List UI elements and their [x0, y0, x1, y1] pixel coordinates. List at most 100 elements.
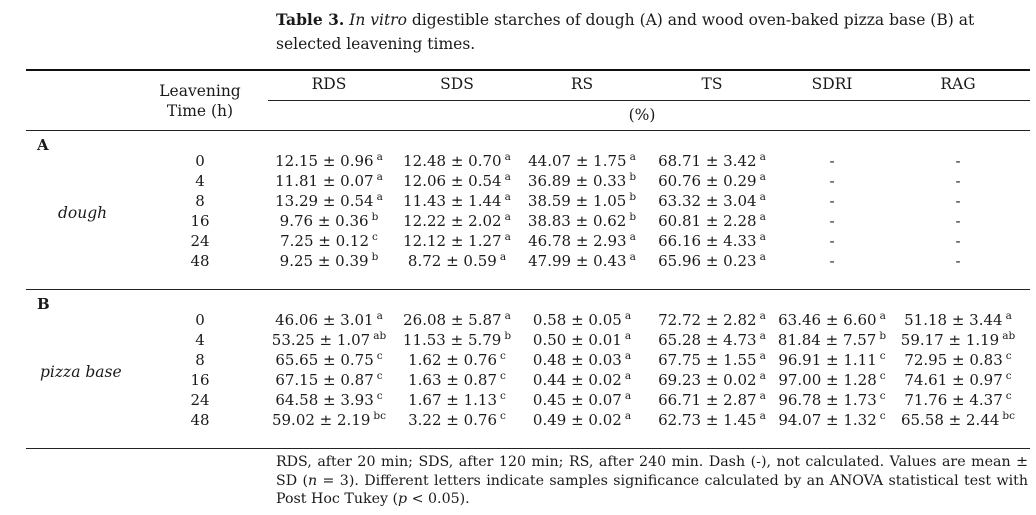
- group-label: pizza base: [40, 363, 122, 381]
- cell-value: 36.89 ± 0.33: [527, 172, 627, 190]
- significance-letter: c: [879, 370, 886, 382]
- cell-value: 96.78 ± 1.73: [778, 391, 877, 409]
- bottom-rule: [26, 448, 1030, 449]
- cell-value: 65.96 ± 0.23: [658, 252, 757, 270]
- table-cell: 13.29 ± 0.54 a: [265, 192, 393, 210]
- top-rule: [26, 69, 1030, 71]
- cell-value: 67.75 ± 1.55: [658, 351, 757, 369]
- table-cell: 0.44 ± 0.02 a: [518, 371, 646, 389]
- significance-letter: b: [371, 251, 379, 263]
- table-cell: 12.06 ± 0.54 a: [393, 172, 521, 190]
- significance-letter: c: [376, 390, 383, 402]
- leavening-time-cell: 24: [190, 391, 210, 409]
- significance-letter: c: [500, 410, 506, 422]
- unit-label: (%): [628, 106, 656, 124]
- cell-value: 59.02 ± 2.19: [271, 411, 371, 429]
- table-cell: 12.15 ± 0.96 a: [265, 152, 393, 170]
- leavening-time-cell: 8: [195, 192, 205, 210]
- significance-letter: a: [624, 350, 632, 362]
- table-cell: 9.76 ± 0.36 b: [265, 212, 393, 230]
- cell-value: -: [955, 232, 961, 250]
- table-cell: 1.62 ± 0.76 c: [393, 351, 521, 369]
- cell-value: 0.45 ± 0.07: [532, 391, 622, 409]
- footnote-line1-end: = 3).: [317, 472, 359, 489]
- table-cell: 65.58 ± 2.44 bc: [894, 411, 1022, 429]
- cell-value: -: [955, 192, 961, 210]
- table-cell: 11.53 ± 5.79 b: [393, 331, 521, 349]
- column-header-rs: RS: [570, 75, 594, 93]
- footnote-line2: Different letters indicate samples signi…: [276, 472, 1029, 508]
- cell-value: 1.63 ± 0.87: [408, 371, 497, 389]
- section-divider-rule: [26, 289, 1030, 290]
- leavening-time-cell: 48: [190, 252, 210, 270]
- cell-value: 67.15 ± 0.87: [275, 371, 374, 389]
- table-cell: 66.16 ± 4.33 a: [648, 232, 776, 250]
- cell-value: 60.76 ± 0.29: [658, 172, 757, 190]
- table-cell: 65.28 ± 4.73 a: [648, 331, 776, 349]
- significance-letter: a: [624, 330, 632, 342]
- column-header-sds: SDS: [440, 75, 474, 93]
- table-cell: 67.75 ± 1.55 a: [648, 351, 776, 369]
- table-cell: -: [894, 172, 1022, 190]
- footnote-line1: RDS, after 20 min; SDS, after 120 min; R…: [276, 454, 1028, 489]
- cell-value: -: [829, 152, 835, 170]
- cell-value: 38.83 ± 0.62: [527, 212, 627, 230]
- cell-value: 66.16 ± 4.33: [658, 232, 757, 250]
- table-cell: 1.67 ± 1.13 c: [393, 391, 521, 409]
- significance-letter: a: [759, 171, 766, 183]
- table-cell: 38.59 ± 1.05 b: [518, 192, 646, 210]
- table-cell: 11.81 ± 0.07 a: [265, 172, 393, 190]
- footnote-line2-end: < 0.05).: [407, 491, 470, 507]
- cell-value: 51.18 ± 3.44: [904, 311, 1003, 329]
- significance-letter: a: [624, 410, 632, 422]
- cell-value: 0.44 ± 0.02: [532, 371, 622, 389]
- table-cell: 8.72 ± 0.59 a: [393, 252, 521, 270]
- table-cell: 26.08 ± 5.87 a: [393, 311, 521, 329]
- table-cell: 46.06 ± 3.01 a: [265, 311, 393, 329]
- cell-value: 46.06 ± 3.01: [275, 311, 374, 329]
- significance-letter: a: [504, 151, 511, 163]
- cell-value: 94.07 ± 1.32: [778, 411, 877, 429]
- table-cell: -: [768, 172, 896, 190]
- significance-letter: b: [629, 171, 637, 183]
- significance-letter: a: [629, 251, 636, 263]
- significance-letter: a: [759, 370, 766, 382]
- leavening-time-cell: 4: [195, 331, 205, 349]
- significance-letter: a: [504, 211, 511, 223]
- leavening-time-cell: 0: [195, 311, 205, 329]
- table-cell: 65.96 ± 0.23 a: [648, 252, 776, 270]
- cell-value: 72.95 ± 0.83: [904, 351, 1003, 369]
- cell-value: 71.76 ± 4.37: [904, 391, 1003, 409]
- cell-value: 1.62 ± 0.76: [408, 351, 497, 369]
- cell-value: -: [955, 172, 961, 190]
- cell-value: 0.50 ± 0.01: [532, 331, 622, 349]
- cell-value: 53.25 ± 1.07: [271, 331, 371, 349]
- significance-letter: a: [376, 191, 383, 203]
- cell-value: 0.58 ± 0.05: [532, 311, 622, 329]
- leavening-time-cell: 0: [195, 152, 205, 170]
- significance-letter: a: [504, 231, 511, 243]
- cell-value: -: [829, 212, 835, 230]
- cell-value: 60.81 ± 2.28: [658, 212, 757, 230]
- significance-letter: bc: [373, 410, 387, 422]
- cell-value: 72.72 ± 2.82: [658, 311, 757, 329]
- cell-value: 12.12 ± 1.27: [403, 232, 502, 250]
- significance-letter: ab: [373, 330, 387, 342]
- table-cell: -: [894, 192, 1022, 210]
- table-cell: -: [768, 212, 896, 230]
- significance-letter: a: [759, 211, 766, 223]
- cell-value: 12.15 ± 0.96: [275, 152, 374, 170]
- cell-value: 1.67 ± 1.13: [408, 391, 497, 409]
- table-cell: 67.15 ± 0.87 c: [265, 371, 393, 389]
- significance-letter: a: [504, 171, 511, 183]
- significance-letter: a: [499, 251, 507, 263]
- significance-letter: c: [879, 410, 886, 422]
- table-cell: 69.23 ± 0.02 a: [648, 371, 776, 389]
- cell-value: 97.00 ± 1.28: [778, 371, 877, 389]
- table-cell: 44.07 ± 1.75 a: [518, 152, 646, 170]
- column-header-ts: TS: [701, 75, 723, 93]
- cell-value: 44.07 ± 1.75: [528, 152, 627, 170]
- table-cell: -: [894, 252, 1022, 270]
- cell-value: 0.48 ± 0.03: [532, 351, 622, 369]
- cell-value: 0.49 ± 0.02: [532, 411, 622, 429]
